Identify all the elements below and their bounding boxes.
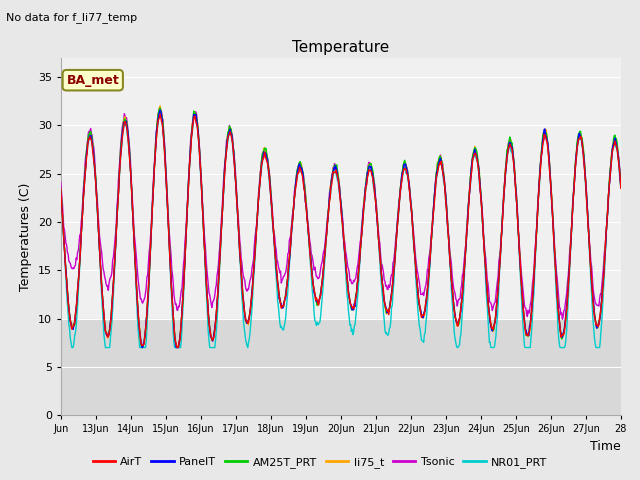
X-axis label: Time: Time (590, 440, 621, 453)
Text: BA_met: BA_met (67, 74, 119, 87)
Y-axis label: Temperatures (C): Temperatures (C) (19, 182, 32, 290)
Text: No data for f_li77_temp: No data for f_li77_temp (6, 12, 138, 23)
Bar (61, 319, 621, 415)
Title: Temperature: Temperature (292, 40, 389, 55)
Legend: AirT, PanelT, AM25T_PRT, li75_t, Tsonic, NR01_PRT: AirT, PanelT, AM25T_PRT, li75_t, Tsonic,… (88, 452, 552, 472)
